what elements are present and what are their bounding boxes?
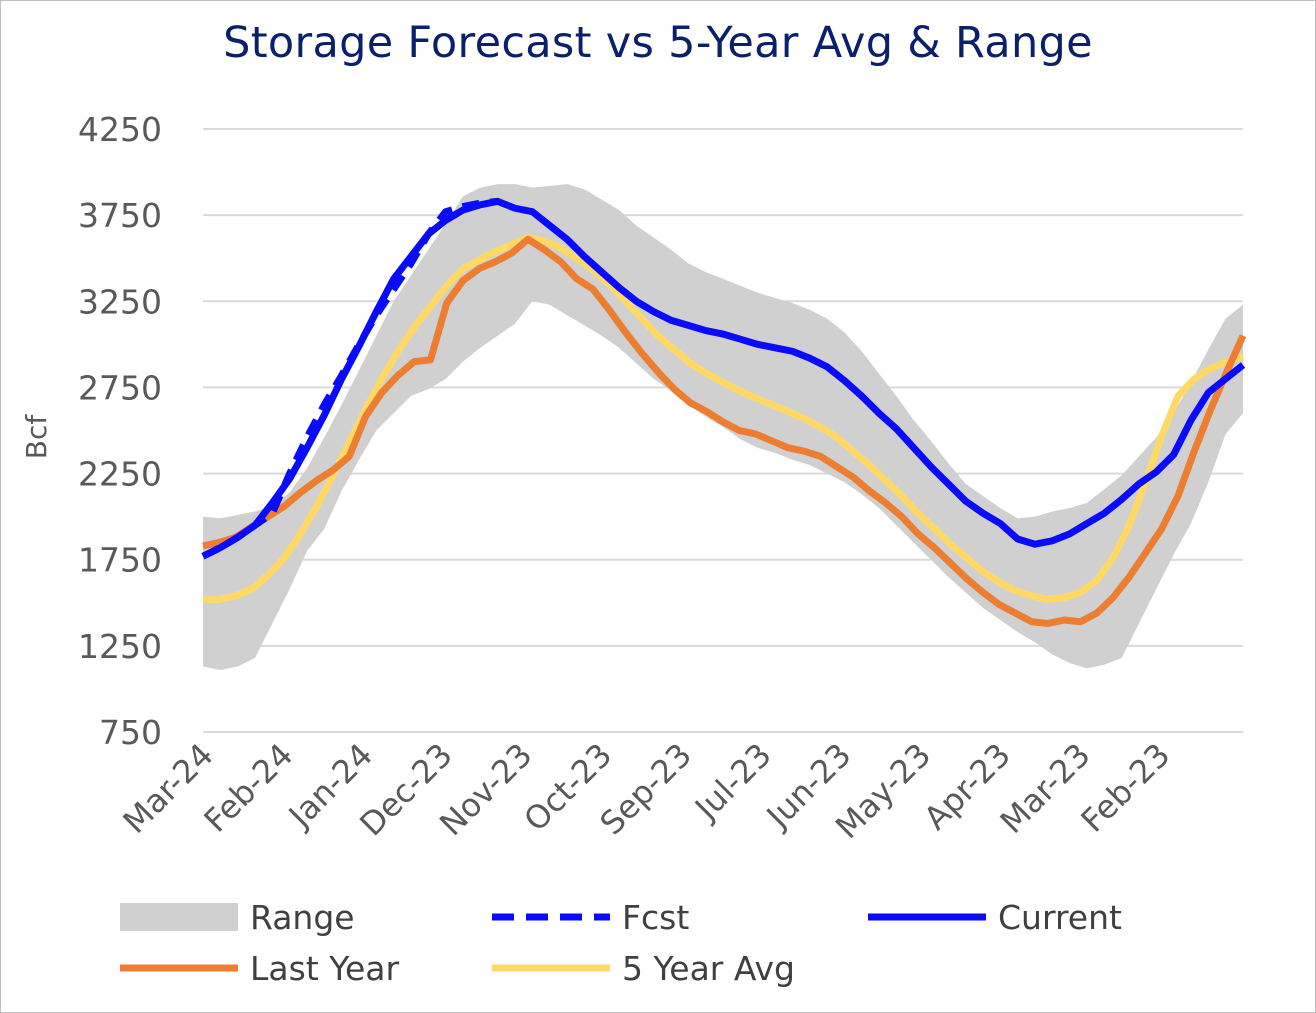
x-tick-label: Mar-23 [993,736,1098,841]
y-tick-label: 4250 [78,110,162,149]
y-tick-label: 3750 [78,196,162,235]
x-tick-label: Sep-23 [593,736,699,842]
legend-label: 5 Year Avg [622,949,795,988]
series-5-year-avg-line [203,234,1245,603]
y-tick-label: 2750 [78,368,162,407]
series-layer [201,197,1247,627]
y-tick-label: 2250 [78,455,162,494]
y-axis-label: Bcf [20,414,53,460]
range-band-layer [203,184,1243,670]
x-axis-ticks: Mar-24Feb-24Jan-24Dec-23Nov-23Oct-23Sep-… [116,736,1178,846]
y-tick-label: 1750 [78,541,162,580]
x-tick-label: Feb-23 [1074,736,1178,840]
y-tick-label: 3250 [78,282,162,321]
series-last-year-line [202,235,1247,627]
legend-swatch-range [120,903,238,931]
y-axis-ticks: 4250 3750 3250 2750 2250 1750 1250 750 [78,110,162,752]
x-tick-label: Feb-24 [197,736,301,840]
legend: Range Fcst Current Last Year 5 Year Avg [120,898,1122,988]
legend-label: Fcst [622,898,689,937]
series-current-line [201,197,1246,560]
y-tick-label: 1250 [78,627,162,666]
y-tick-label: 750 [99,713,162,752]
series-range-band [203,184,1243,670]
legend-label: Last Year [250,949,400,988]
legend-label: Range [250,898,355,937]
chart-title: Storage Forecast vs 5-Year Avg & Range [223,18,1093,68]
legend-label: Current [998,898,1122,937]
